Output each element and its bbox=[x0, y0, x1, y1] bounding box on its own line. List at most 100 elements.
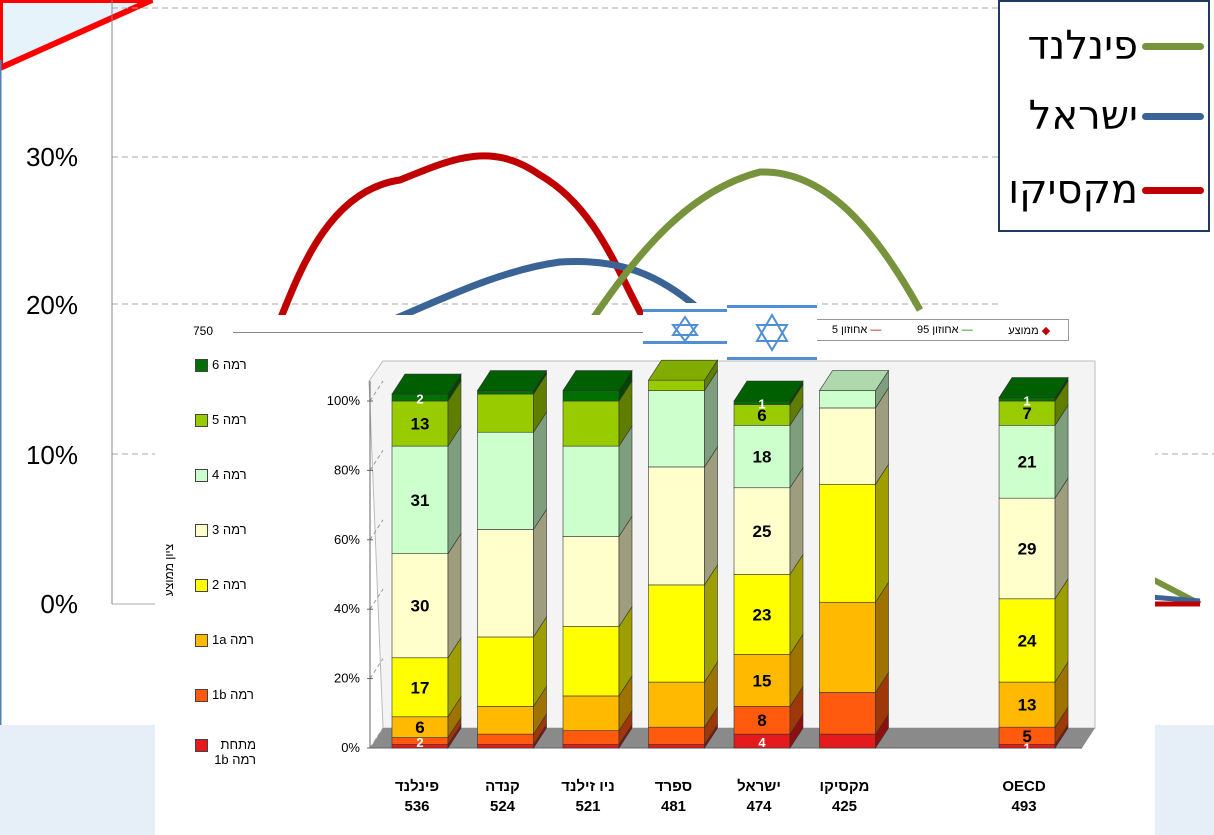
y-tick-label: 80% bbox=[334, 462, 360, 477]
bg-series-israel-tail bbox=[1149, 594, 1201, 604]
bar-segment bbox=[998, 681, 1056, 728]
category-name: ישראל bbox=[737, 778, 781, 795]
bar-segment bbox=[648, 726, 705, 745]
level-legend-swatch bbox=[195, 689, 208, 702]
bar-segment bbox=[391, 657, 449, 718]
bar-segment-side bbox=[447, 425, 462, 555]
level-legend-label: מתחת רמה 1b bbox=[214, 737, 256, 767]
legend-label: פינלנד bbox=[1027, 23, 1138, 69]
bar-segment bbox=[648, 681, 705, 728]
bar-segment-side bbox=[447, 532, 462, 659]
bar-stack bbox=[562, 369, 633, 750]
bar-stack bbox=[476, 369, 548, 750]
data-label: 2 bbox=[416, 735, 423, 750]
category-label: קנדה 524 bbox=[463, 777, 543, 817]
level-legend-item: רמה 3 bbox=[195, 522, 275, 537]
legend-label: מקסיקו bbox=[1008, 167, 1138, 213]
bar-top bbox=[562, 370, 633, 391]
top-axis-line bbox=[233, 332, 813, 333]
data-label: 2 bbox=[416, 392, 423, 407]
data-label: 29 bbox=[1018, 539, 1037, 558]
level-legend-swatch bbox=[195, 634, 208, 647]
legend-item-mexico: מקסיקו bbox=[1008, 160, 1204, 220]
bar-segment bbox=[562, 695, 620, 731]
legend-p5: — אחוזון 5 bbox=[831, 324, 882, 336]
star-of-david-icon bbox=[643, 309, 727, 344]
level-legend-item: רמה 4 bbox=[195, 467, 275, 482]
bar-segment bbox=[477, 636, 534, 707]
level-legend-item: רמה 6 bbox=[195, 357, 275, 372]
data-label: 8 bbox=[757, 711, 766, 730]
legend-line bbox=[1142, 186, 1204, 194]
category-label: ספרד 481 bbox=[634, 777, 714, 817]
bar-segment bbox=[477, 706, 534, 735]
level-legend-label: רמה 6 bbox=[212, 357, 247, 372]
legend-line bbox=[1142, 42, 1204, 50]
country-legend: פינלנד ישראל מקסיקו bbox=[998, 0, 1210, 232]
bar-segment bbox=[562, 400, 620, 447]
grid-line bbox=[369, 380, 384, 402]
level-legend-label: רמה 4 bbox=[212, 467, 247, 482]
bg-y-tick: 0% bbox=[40, 589, 78, 619]
grid-line bbox=[369, 450, 384, 471]
bar-top bbox=[391, 373, 462, 395]
category-name: ניו זילנד bbox=[561, 778, 615, 795]
data-label: 5 bbox=[1022, 727, 1031, 746]
data-label: 1 bbox=[1023, 393, 1030, 408]
y-axis-label: ציון ממוצע bbox=[162, 543, 176, 597]
data-label: 18 bbox=[753, 448, 772, 467]
y-tick-label: 100% bbox=[327, 393, 361, 408]
grid-line bbox=[369, 658, 384, 679]
bar-top bbox=[476, 370, 548, 391]
y-tick-label: 40% bbox=[334, 601, 360, 616]
bar-top bbox=[818, 370, 890, 391]
bar-segment bbox=[648, 584, 705, 683]
bar-segment bbox=[477, 733, 534, 745]
category-label: ניו זילנד 521 bbox=[548, 777, 628, 817]
bar-segment bbox=[562, 730, 620, 745]
level-legend-item: מתחת רמה 1b bbox=[195, 737, 275, 767]
category-score: 493 bbox=[1011, 798, 1037, 815]
bar-stack bbox=[998, 376, 1069, 750]
level-legend-label: רמה 5 bbox=[212, 412, 247, 427]
level-legend-label: רמה 1b bbox=[212, 687, 254, 702]
bar-segment-side bbox=[533, 508, 547, 638]
bar-stack bbox=[647, 359, 719, 750]
bar-segment bbox=[648, 744, 705, 749]
level-legend-item: רמה 5 bbox=[195, 412, 275, 427]
bar-segment-side bbox=[704, 445, 718, 586]
bar-top bbox=[733, 380, 804, 402]
y-tick-label: 60% bbox=[334, 532, 360, 547]
level-legend-item: רמה 2 bbox=[195, 577, 275, 592]
bar-segment bbox=[477, 390, 534, 395]
bar-segment bbox=[562, 744, 620, 749]
bar-segment bbox=[819, 390, 876, 409]
bar-segment bbox=[562, 445, 620, 537]
legend-line bbox=[1142, 112, 1204, 120]
level-legend-swatch bbox=[195, 739, 208, 752]
level-legend-swatch bbox=[195, 524, 208, 537]
data-label: 30 bbox=[411, 597, 430, 616]
category-name: OECD bbox=[1002, 778, 1046, 795]
bar-segment bbox=[477, 529, 534, 638]
bar-segment bbox=[477, 431, 534, 530]
data-label: 13 bbox=[1018, 696, 1037, 715]
level-legend-swatch bbox=[195, 469, 208, 482]
data-label: 1 bbox=[758, 397, 765, 412]
y-tick-label: 0% bbox=[341, 740, 360, 755]
level-legend-item: רמה 1a bbox=[195, 632, 275, 647]
category-label: מקסיקו 425 bbox=[805, 777, 885, 817]
bg-y-tick: 20% bbox=[26, 290, 78, 320]
data-label: 15 bbox=[753, 671, 772, 690]
bar-segment bbox=[819, 692, 876, 735]
bar-segment bbox=[477, 393, 534, 433]
category-name: קנדה bbox=[485, 778, 520, 795]
bar-segment bbox=[733, 706, 791, 735]
bar-stack bbox=[391, 373, 462, 750]
bar-segment bbox=[391, 553, 449, 659]
bar-segment bbox=[819, 483, 876, 603]
bar-top bbox=[998, 377, 1069, 398]
bar-segment bbox=[733, 487, 791, 575]
level-legend-label: רמה 2 bbox=[212, 577, 247, 592]
legend-item-israel: ישראל bbox=[1008, 86, 1204, 146]
